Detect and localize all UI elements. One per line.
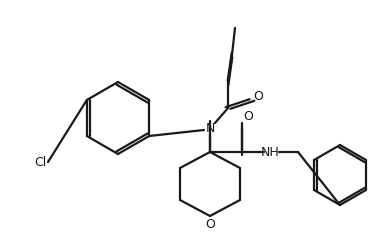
Text: NH: NH: [261, 145, 279, 159]
Text: O: O: [243, 110, 253, 123]
Text: O: O: [253, 90, 263, 104]
Text: Cl: Cl: [34, 155, 46, 169]
Text: N: N: [205, 121, 215, 135]
Text: O: O: [205, 217, 215, 231]
